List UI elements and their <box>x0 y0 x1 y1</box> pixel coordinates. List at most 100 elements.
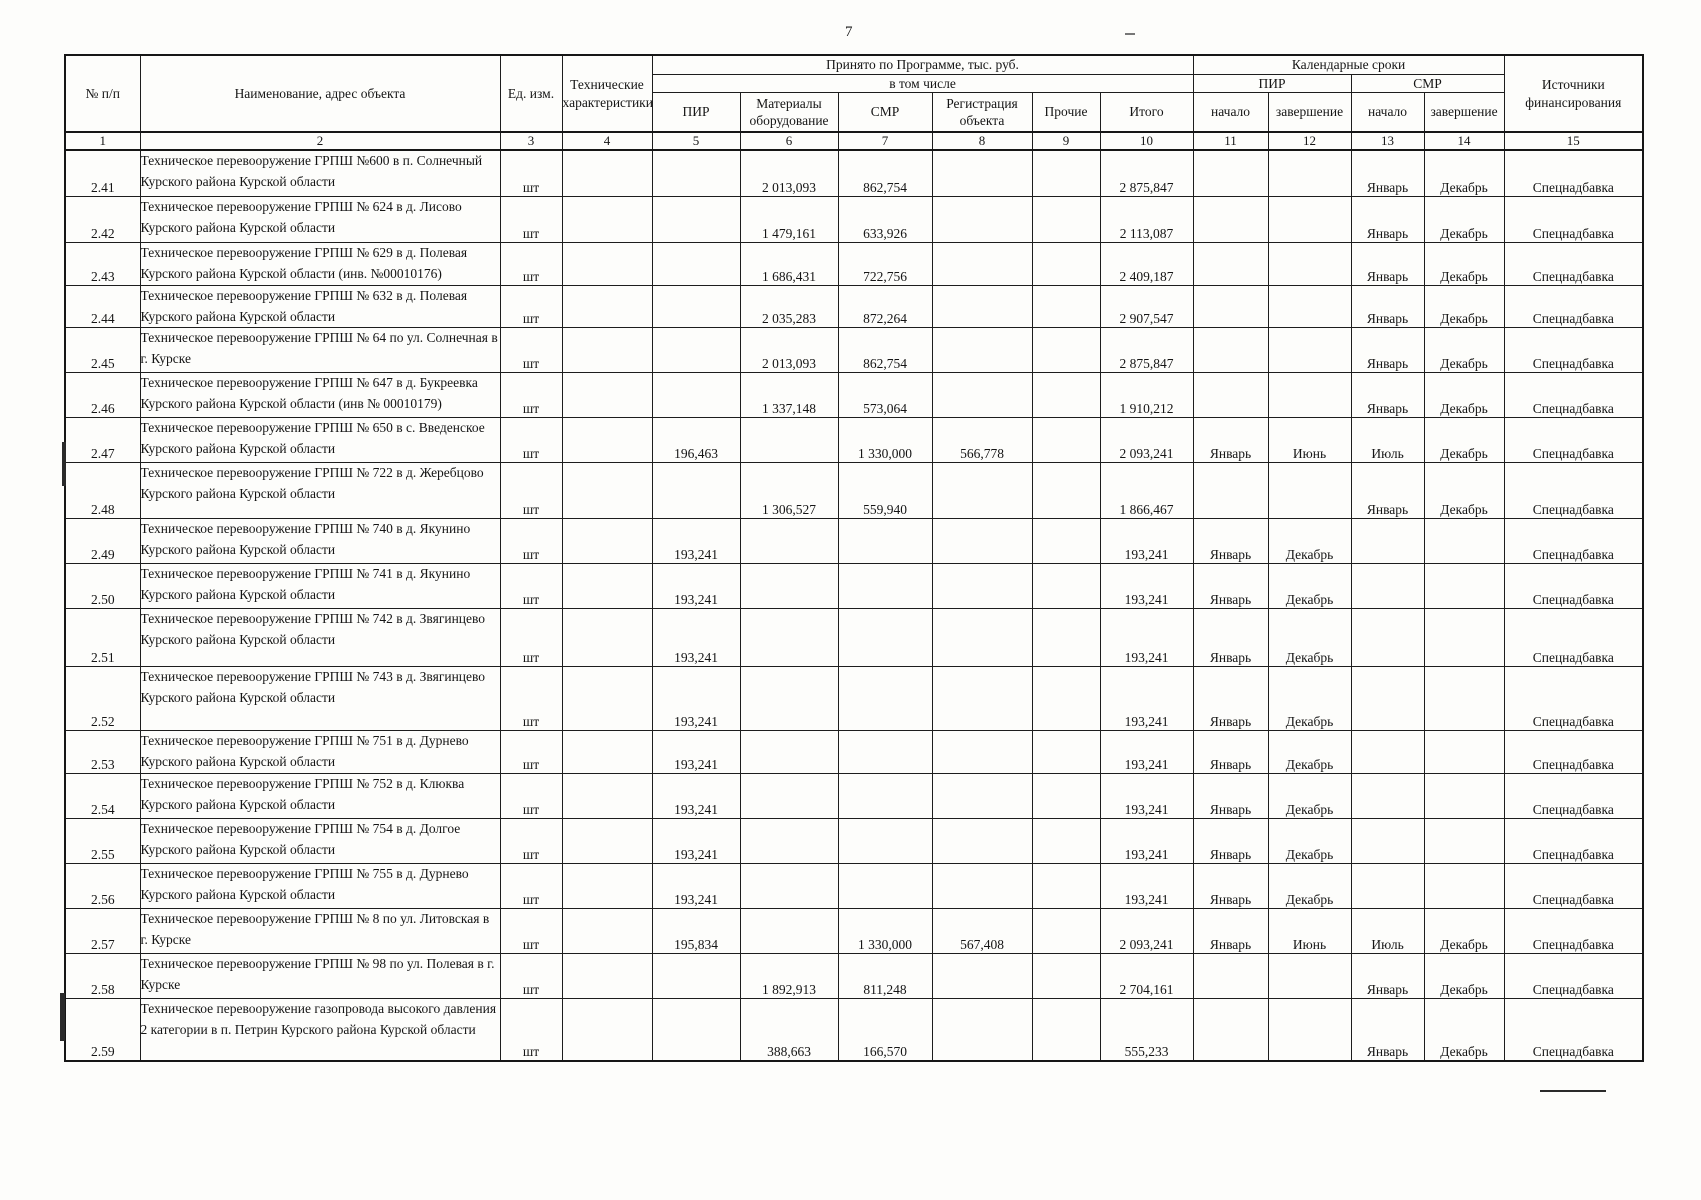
cell-smr-cost: 722,756 <box>837 241 933 286</box>
column-index: 1 <box>64 131 141 152</box>
cell-object-name: Техническое перевооружение ГРПШ № 624 в … <box>139 195 501 243</box>
cell-smr-end: Декабрь <box>1423 372 1505 419</box>
cell-smr-cost <box>837 666 933 732</box>
cell-smr-start: Январь <box>1350 195 1425 243</box>
cell-pir-start: Январь <box>1192 518 1269 565</box>
cell-smr-start: Январь <box>1350 241 1425 286</box>
cell-object-name: Техническое перевооружение ГРПШ № 743 в … <box>139 666 501 732</box>
cell-smr-start <box>1350 666 1425 732</box>
cell-total-cost: 193,241 <box>1099 818 1194 865</box>
cell-total-cost: 2 875,847 <box>1099 327 1194 374</box>
scan-artifact <box>60 993 65 1041</box>
cell-smr-start <box>1350 730 1425 775</box>
cell-other-cost <box>1031 327 1101 374</box>
col-header-smr-end: завершение <box>1423 92 1505 133</box>
program-objects-table: № п/п Наименование, адрес объекта Ед. из… <box>64 54 1645 1062</box>
cell-other-cost <box>1031 241 1101 286</box>
cell-other-cost <box>1031 195 1101 243</box>
cell-financing-source: Спецнадбавка <box>1503 608 1644 668</box>
cell-pir-start <box>1192 195 1269 243</box>
cell-unit: шт <box>499 953 563 1000</box>
cell-financing-source: Спецнадбавка <box>1503 284 1644 329</box>
cell-tech-characteristics <box>561 195 653 243</box>
table-row: 2.56 Техническое перевооружение ГРПШ № 75… <box>64 863 1644 910</box>
col-group-program: Принято по Программе, тыс. руб. <box>651 54 1194 75</box>
cell-registration-cost <box>931 773 1033 820</box>
cell-materials-cost <box>739 773 839 820</box>
col-header-total: Итого <box>1099 92 1194 133</box>
cell-unit: шт <box>499 462 563 520</box>
cell-pir-end: Декабрь <box>1267 608 1352 668</box>
col-header-other: Прочие <box>1031 92 1101 133</box>
cell-total-cost: 193,241 <box>1099 863 1194 910</box>
cell-pir-start <box>1192 284 1269 329</box>
cell-row-number: 2.50 <box>64 563 141 610</box>
cell-object-name: Техническое перевооружение ГРПШ № 752 в … <box>139 773 501 820</box>
cell-row-number: 2.58 <box>64 953 141 1000</box>
cell-smr-end: Декабрь <box>1423 327 1505 374</box>
cell-smr-start: Январь <box>1350 462 1425 520</box>
cell-other-cost <box>1031 818 1101 865</box>
cell-total-cost: 193,241 <box>1099 563 1194 610</box>
cell-object-name: Техническое перевооружение ГРПШ № 722 в … <box>139 462 501 520</box>
cell-unit: шт <box>499 818 563 865</box>
cell-materials-cost <box>739 730 839 775</box>
cell-smr-end <box>1423 818 1505 865</box>
cell-unit: шт <box>499 284 563 329</box>
cell-other-cost <box>1031 608 1101 668</box>
cell-pir-cost <box>651 372 741 419</box>
cell-row-number: 2.52 <box>64 666 141 732</box>
cell-object-name: Техническое перевооружение ГРПШ № 755 в … <box>139 863 501 910</box>
cell-row-number: 2.42 <box>64 195 141 243</box>
cell-registration-cost: 567,408 <box>931 908 1033 955</box>
cell-tech-characteristics <box>561 818 653 865</box>
cell-row-number: 2.59 <box>64 998 141 1062</box>
cell-smr-start: Июль <box>1350 417 1425 464</box>
cell-tech-characteristics <box>561 518 653 565</box>
cell-pir-start: Январь <box>1192 908 1269 955</box>
cell-total-cost: 2 409,187 <box>1099 241 1194 286</box>
cell-tech-characteristics <box>561 863 653 910</box>
cell-pir-cost: 193,241 <box>651 773 741 820</box>
cell-pir-start: Январь <box>1192 730 1269 775</box>
cell-pir-cost <box>651 149 741 197</box>
cell-other-cost <box>1031 372 1101 419</box>
column-index-row: 1 2 3 4 5 6 7 8 9 10 11 12 13 14 15 <box>64 131 1644 152</box>
cell-object-name: Техническое перевооружение ГРПШ № 98 по … <box>139 953 501 1000</box>
cell-other-cost <box>1031 863 1101 910</box>
column-index: 14 <box>1423 131 1505 152</box>
cell-unit: шт <box>499 518 563 565</box>
cell-smr-cost: 633,926 <box>837 195 933 243</box>
cell-materials-cost: 1 686,431 <box>739 241 839 286</box>
cell-financing-source: Спецнадбавка <box>1503 730 1644 775</box>
cell-row-number: 2.53 <box>64 730 141 775</box>
cell-pir-start <box>1192 241 1269 286</box>
column-index: 15 <box>1503 131 1644 152</box>
table-row: 2.54 Техническое перевооружение ГРПШ № 75… <box>64 773 1644 820</box>
cell-materials-cost: 1 306,527 <box>739 462 839 520</box>
cell-tech-characteristics <box>561 241 653 286</box>
cell-unit: шт <box>499 195 563 243</box>
column-index: 3 <box>499 131 563 152</box>
cell-registration-cost <box>931 149 1033 197</box>
col-group-calendar: Календарные сроки <box>1192 54 1505 75</box>
cell-smr-end: Декабрь <box>1423 241 1505 286</box>
cell-object-name: Техническое перевооружение ГРПШ № 751 в … <box>139 730 501 775</box>
cell-registration-cost <box>931 195 1033 243</box>
cell-pir-cost <box>651 953 741 1000</box>
cell-materials-cost: 388,663 <box>739 998 839 1062</box>
table-row: 2.51 Техническое перевооружение ГРПШ № 74… <box>64 608 1644 668</box>
cell-financing-source: Спецнадбавка <box>1503 195 1644 243</box>
table-row: 2.49 Техническое перевооружение ГРПШ № 74… <box>64 518 1644 565</box>
cell-pir-start: Январь <box>1192 773 1269 820</box>
cell-row-number: 2.56 <box>64 863 141 910</box>
cell-financing-source: Спецнадбавка <box>1503 327 1644 374</box>
cell-smr-end: Декабрь <box>1423 908 1505 955</box>
cell-smr-cost: 559,940 <box>837 462 933 520</box>
cell-financing-source: Спецнадбавка <box>1503 462 1644 520</box>
cell-unit: шт <box>499 998 563 1062</box>
cell-unit: шт <box>499 563 563 610</box>
cell-smr-end: Декабрь <box>1423 284 1505 329</box>
col-header-tech: Технические характеристики <box>561 54 653 133</box>
column-index: 2 <box>139 131 501 152</box>
